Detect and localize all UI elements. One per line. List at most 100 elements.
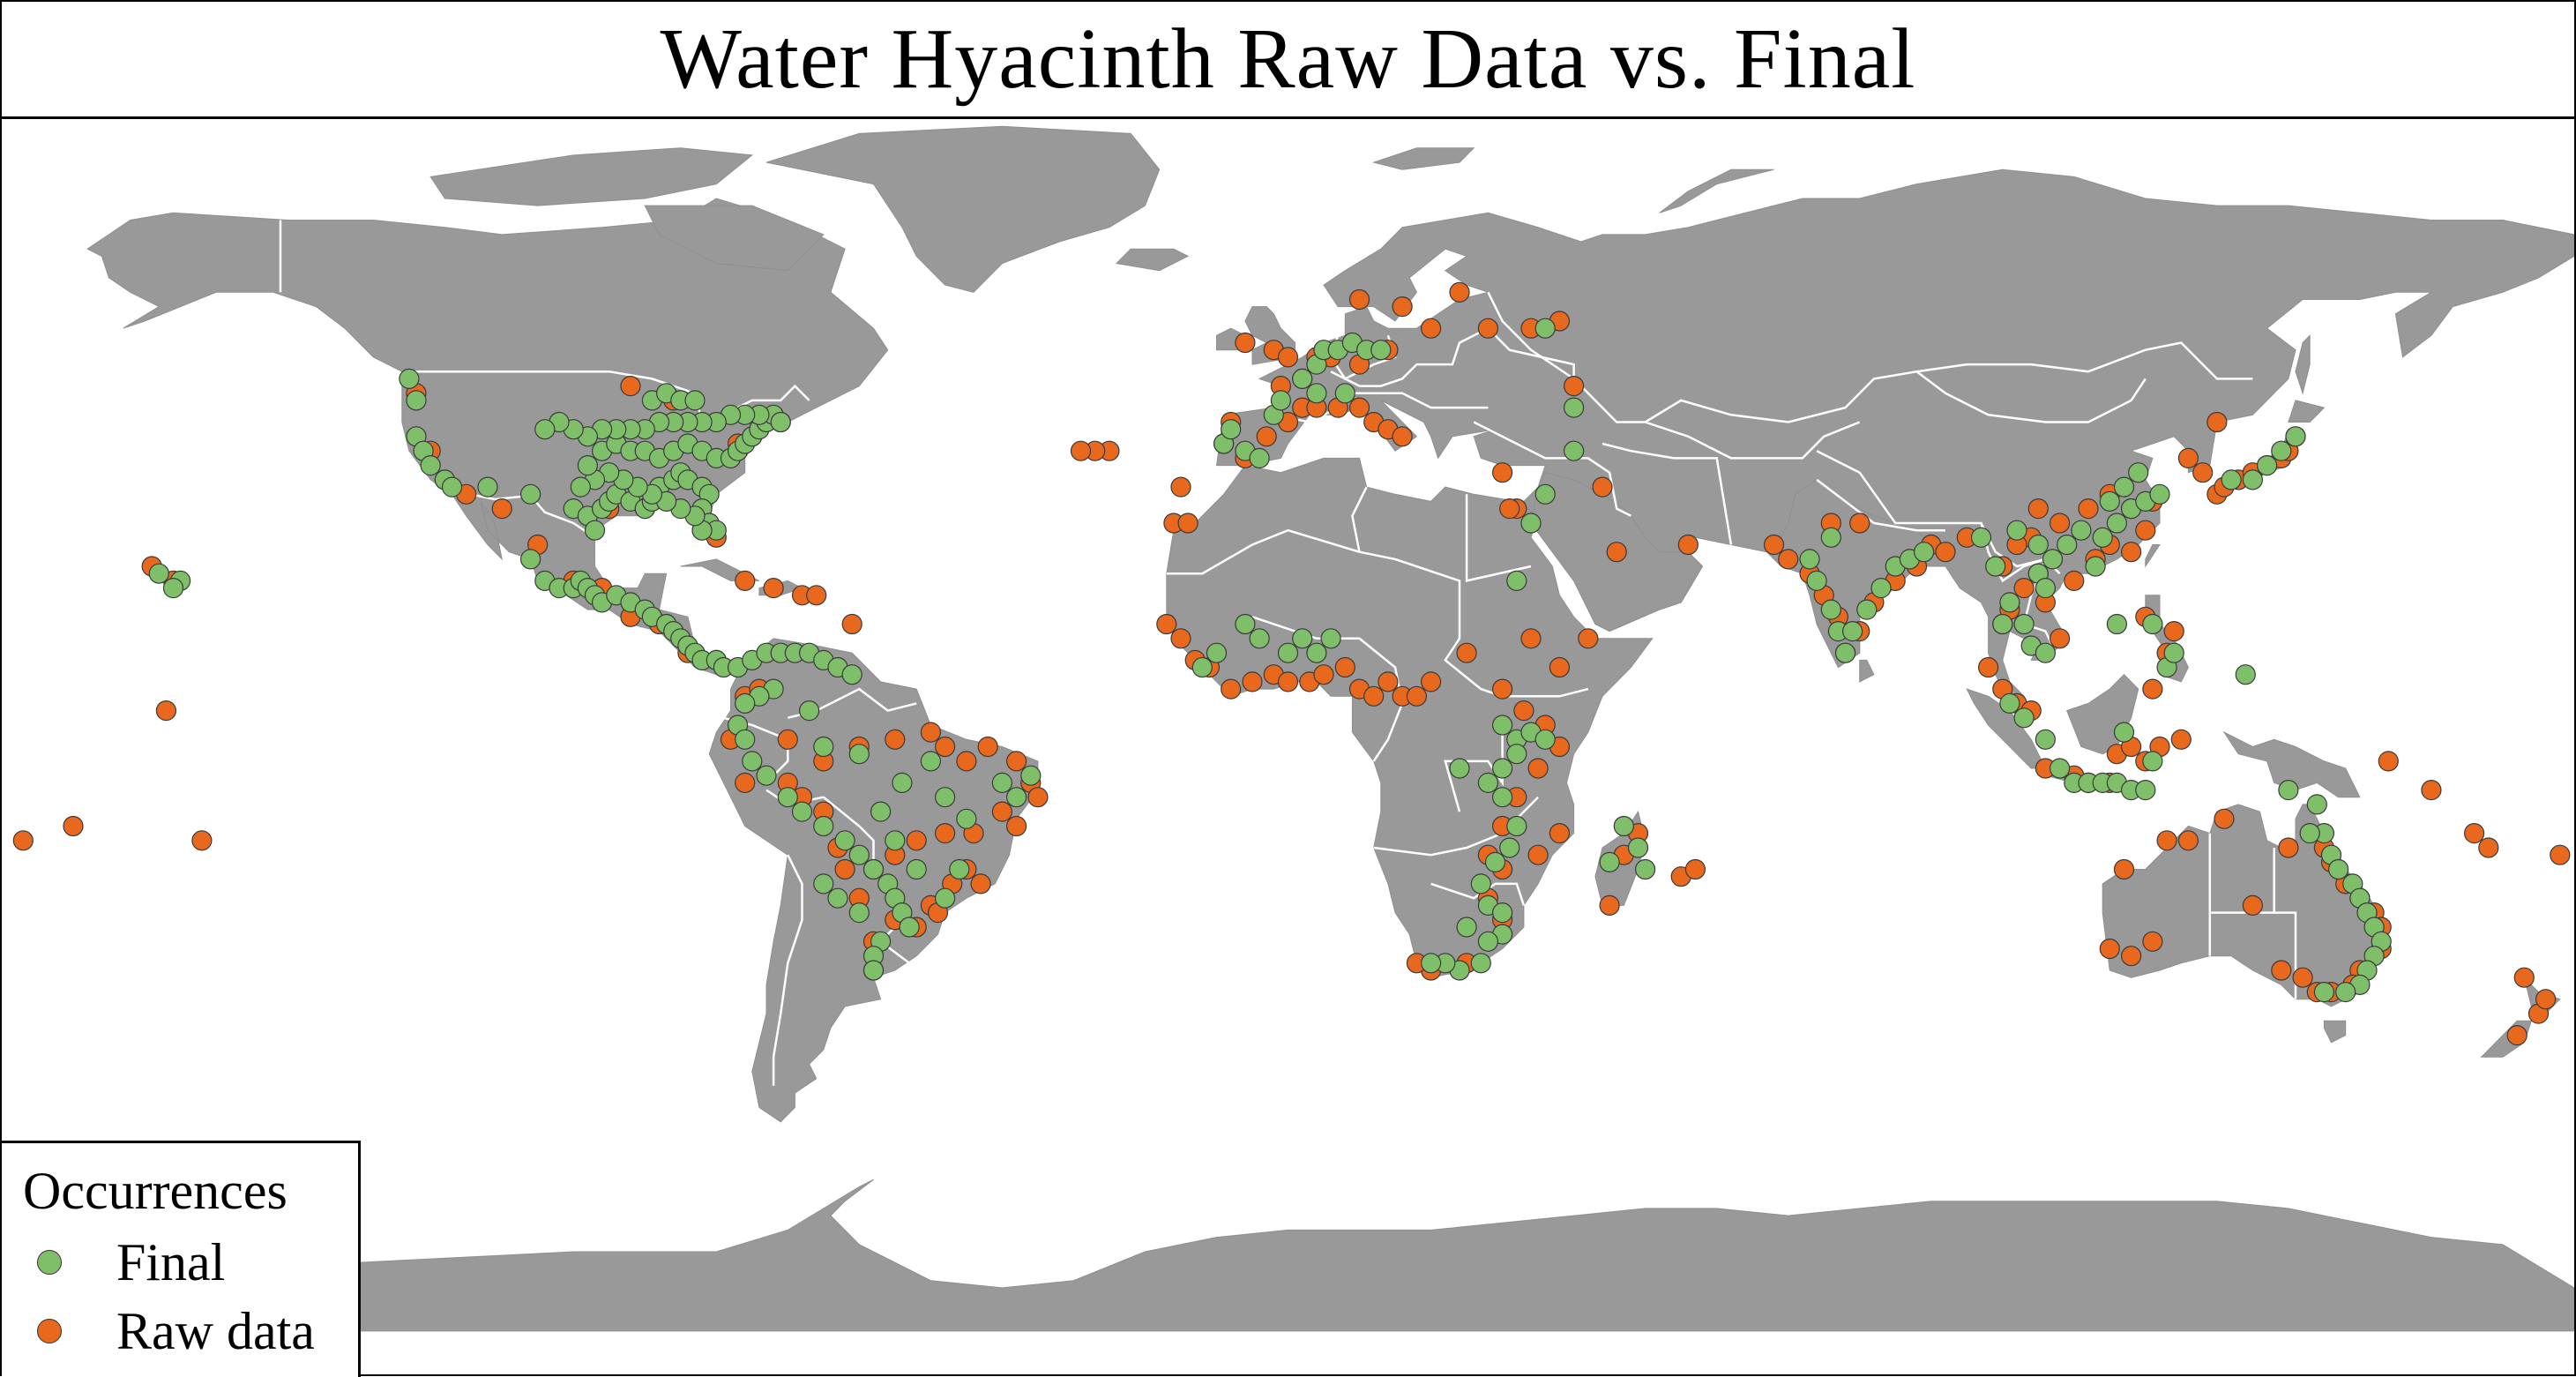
final-point-180 bbox=[1477, 772, 1499, 794]
final-point-127 bbox=[870, 801, 892, 822]
border-africa-7 bbox=[1465, 494, 1532, 582]
final-point-171 bbox=[1292, 628, 1313, 649]
final-point-186 bbox=[1470, 873, 1491, 894]
raw-point-149 bbox=[1549, 656, 1571, 678]
raw-point-185 bbox=[2142, 678, 2163, 700]
raw-point-193 bbox=[2135, 520, 2156, 541]
final-point-108 bbox=[735, 729, 756, 750]
raw-point-116 bbox=[1277, 671, 1299, 692]
final-point-245 bbox=[2042, 549, 2064, 570]
border-africa-2 bbox=[1251, 616, 1404, 762]
final-point-54 bbox=[770, 411, 791, 433]
map-area bbox=[2, 119, 2574, 1374]
raw-point-131 bbox=[1527, 758, 1549, 779]
final-point-160 bbox=[1534, 318, 1556, 339]
final-point-194 bbox=[1420, 953, 1442, 974]
raw-point-56 bbox=[834, 858, 855, 880]
final-point-197 bbox=[1627, 837, 1649, 858]
land-baffin bbox=[644, 205, 825, 272]
final-point-163 bbox=[1534, 483, 1556, 505]
border-india-1 bbox=[1816, 478, 1945, 532]
raw-point-113 bbox=[1221, 678, 1242, 700]
land-iceland bbox=[1115, 248, 1190, 272]
final-point-113 bbox=[813, 815, 834, 837]
land-australia bbox=[2102, 804, 2382, 1007]
final-point-204 bbox=[1842, 620, 1863, 642]
final-point-203 bbox=[1834, 642, 1856, 663]
raw-point-118 bbox=[1313, 664, 1334, 685]
final-point-220 bbox=[2013, 707, 2035, 729]
final-point-8 bbox=[519, 483, 541, 505]
final-point-198 bbox=[1599, 851, 1620, 873]
final-point-241 bbox=[2113, 476, 2135, 498]
raw-point-226 bbox=[2214, 808, 2235, 829]
final-point-210 bbox=[1820, 527, 1841, 548]
final-point-230 bbox=[2142, 751, 2163, 772]
final-point-170 bbox=[1277, 642, 1299, 663]
raw-point-121 bbox=[1363, 685, 1385, 707]
raw-point-145 bbox=[1599, 894, 1620, 917]
final-point-270 bbox=[2278, 779, 2299, 801]
final-point-206 bbox=[1870, 577, 1892, 599]
final-point-243 bbox=[2071, 520, 2092, 541]
final-point-74 bbox=[684, 390, 706, 411]
raw-point-215 bbox=[2421, 779, 2442, 801]
final-point-191 bbox=[1470, 953, 1491, 974]
final-point-235 bbox=[2092, 527, 2113, 548]
raw-point-244 bbox=[2177, 830, 2199, 851]
final-point-228 bbox=[2135, 779, 2156, 801]
final-point-109 bbox=[742, 751, 763, 772]
final-point-248 bbox=[1970, 527, 1992, 548]
raw-point-42 bbox=[934, 822, 956, 844]
raw-point-67 bbox=[12, 830, 34, 851]
final-point-164 bbox=[1520, 513, 1542, 534]
raw-point-25 bbox=[620, 376, 641, 397]
raw-point-243 bbox=[2156, 830, 2177, 851]
raw-point-150 bbox=[1578, 628, 1599, 649]
raw-point-189 bbox=[2064, 570, 2085, 592]
final-point-7 bbox=[477, 476, 498, 498]
raw-point-242 bbox=[2113, 858, 2135, 880]
raw-point-225 bbox=[2142, 931, 2163, 952]
final-point-236 bbox=[2106, 513, 2127, 534]
final-point-75 bbox=[519, 549, 541, 570]
raw-point-162 bbox=[1849, 513, 1870, 534]
raw-point-216 bbox=[2464, 822, 2485, 844]
raw-point-96 bbox=[1563, 376, 1585, 397]
final-point-179 bbox=[1491, 758, 1513, 779]
final-point-144 bbox=[148, 563, 169, 584]
final-point-131 bbox=[956, 808, 977, 829]
final-point-196 bbox=[1613, 815, 1634, 837]
final-point-103 bbox=[841, 664, 862, 685]
land-new-guinea bbox=[2222, 730, 2361, 798]
raw-point-15 bbox=[806, 585, 827, 606]
land-masses bbox=[2, 125, 2574, 1332]
final-point-140 bbox=[813, 736, 834, 758]
final-point-120 bbox=[899, 917, 920, 938]
final-point-112 bbox=[791, 801, 813, 822]
final-point-115 bbox=[848, 844, 870, 865]
map-title: Water Hyacinth Raw Data vs. Final bbox=[660, 11, 1916, 107]
final-point-232 bbox=[2163, 642, 2184, 663]
final-point-266 bbox=[2335, 981, 2356, 1003]
title-bar: Water Hyacinth Raw Data vs. Final bbox=[2, 2, 2574, 119]
final-point-125 bbox=[827, 887, 848, 909]
border-iran bbox=[1602, 442, 1733, 545]
raw-point-148 bbox=[1520, 628, 1542, 649]
final-point-177 bbox=[1534, 729, 1556, 750]
final-point-212 bbox=[1992, 613, 2013, 635]
final-point-173 bbox=[1320, 628, 1341, 649]
final-point-249 bbox=[1985, 556, 2006, 577]
final-point-139 bbox=[848, 744, 870, 765]
final-point-242 bbox=[2099, 490, 2120, 512]
raw-point-147 bbox=[1684, 858, 1706, 880]
final-point-161 bbox=[1563, 397, 1585, 418]
raw-point-16 bbox=[841, 613, 862, 635]
raw-point-219 bbox=[2513, 967, 2535, 988]
final-point-201 bbox=[1820, 599, 1841, 620]
raw-point-39 bbox=[991, 801, 1013, 822]
final-point-184 bbox=[1499, 837, 1520, 858]
raw-point-204 bbox=[2192, 462, 2214, 483]
final-point-185 bbox=[1484, 851, 1506, 873]
border-africa-1 bbox=[1166, 528, 1589, 698]
